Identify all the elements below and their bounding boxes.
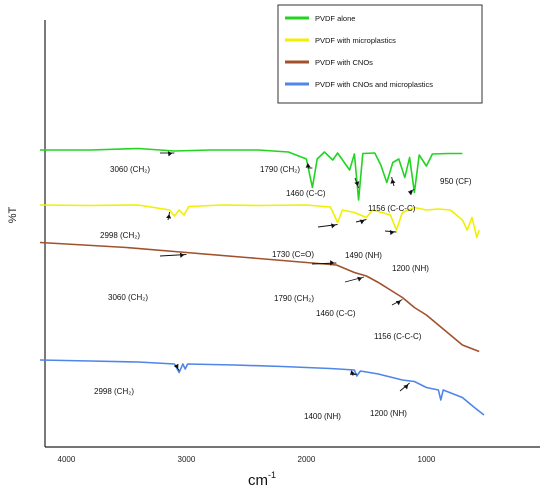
series-line-pvdf-alone xyxy=(40,147,463,201)
legend-label-pvdf-with-cnos: PVDF with CNOs xyxy=(315,58,373,67)
annotation-arrowhead-6 xyxy=(166,213,172,219)
x-axis-unit-superscript: -1 xyxy=(268,470,276,480)
x-tick-label-1000: 1000 xyxy=(418,455,436,464)
annotation-label-9: 1200 (NH) xyxy=(392,264,429,273)
annotation-label-8: 1490 (NH) xyxy=(345,251,382,260)
annotation-arrowhead-13 xyxy=(395,300,401,306)
annotation-arrowhead-4 xyxy=(390,178,396,184)
x-tick-label-4000: 4000 xyxy=(58,455,76,464)
annotation-arrowhead-7 xyxy=(330,223,336,229)
legend-label-pvdf-with-cnos-and-microplastics: PVDF with CNOs and microplastics xyxy=(315,80,433,89)
annotations-layer: 3060 (CH₂) 1790 (CH₂)1460 (C-C)1156 (C-C-… xyxy=(94,151,472,421)
series-line-pvdf-with-microplastics xyxy=(39,204,480,239)
annotation-arrowhead-9 xyxy=(389,229,395,236)
annotation-arrow-5 xyxy=(409,189,415,192)
axes xyxy=(44,20,540,448)
annotation-arrowhead-2 xyxy=(305,163,311,168)
annotation-arrowhead-1 xyxy=(167,151,173,157)
annotation-arrowhead-3 xyxy=(354,181,360,187)
annotation-label-7: 1730 (C=O) xyxy=(272,250,314,259)
annotation-label-1: 3060 (CH₂) xyxy=(110,165,150,174)
legend: PVDF alone PVDF with microplastics PVDF wi… xyxy=(277,4,483,104)
series-layer xyxy=(39,147,485,416)
annotation-arrowhead-15 xyxy=(350,370,355,376)
annotation-label-6: 2998 (CH₂) xyxy=(100,231,140,240)
annotation-label-10: 3060 (CH₂) xyxy=(108,293,148,302)
x-tick-label-3000: 3000 xyxy=(178,455,196,464)
annotation-label-5: 950 (CF) xyxy=(440,177,472,186)
annotation-label-4: 1156 (C-C-C) xyxy=(368,204,416,213)
x-axis-label: cm-1 xyxy=(248,470,276,489)
annotation-label-12: 1460 (C-C) xyxy=(316,309,356,318)
annotation-arrowhead-16 xyxy=(403,384,409,390)
y-axis-label: %T xyxy=(7,206,19,223)
annotation-label-13: 1156 (C-C-C) xyxy=(374,332,422,341)
legend-label-pvdf-alone: PVDF alone xyxy=(315,14,355,23)
annotation-label-2: 1790 (CH₂) xyxy=(260,165,300,174)
annotation-label-16: 1200 (NH) xyxy=(370,409,407,418)
annotation-arrowhead-10 xyxy=(179,252,185,258)
x-axis-unit: cm xyxy=(248,472,268,489)
annotation-label-15: 1400 (NH) xyxy=(304,412,341,421)
annotation-arrowhead-5 xyxy=(407,190,413,196)
legend-label-pvdf-with-microplastics: PVDF with microplastics xyxy=(315,36,396,45)
annotation-arrowhead-8 xyxy=(359,219,365,225)
x-tick-labels: 4000 3000 2000 1000 xyxy=(58,455,436,464)
annotation-label-3: 1460 (C-C) xyxy=(286,189,326,198)
x-tick-label-2000: 2000 xyxy=(298,455,316,464)
legend-box xyxy=(277,4,483,104)
annotation-arrow-15 xyxy=(351,373,357,376)
series-line-pvdf-with-cnos xyxy=(39,241,480,353)
annotation-arrowhead-14 xyxy=(173,363,179,369)
annotation-arrowhead-11 xyxy=(330,260,335,266)
annotation-label-14: 2998 (CH₂) xyxy=(94,387,134,396)
annotation-arrowhead-12 xyxy=(357,276,363,282)
annotation-label-11: 1790 (CH₂) xyxy=(274,294,314,303)
series-line-pvdf-with-cnos-and-microplastics xyxy=(39,359,485,416)
